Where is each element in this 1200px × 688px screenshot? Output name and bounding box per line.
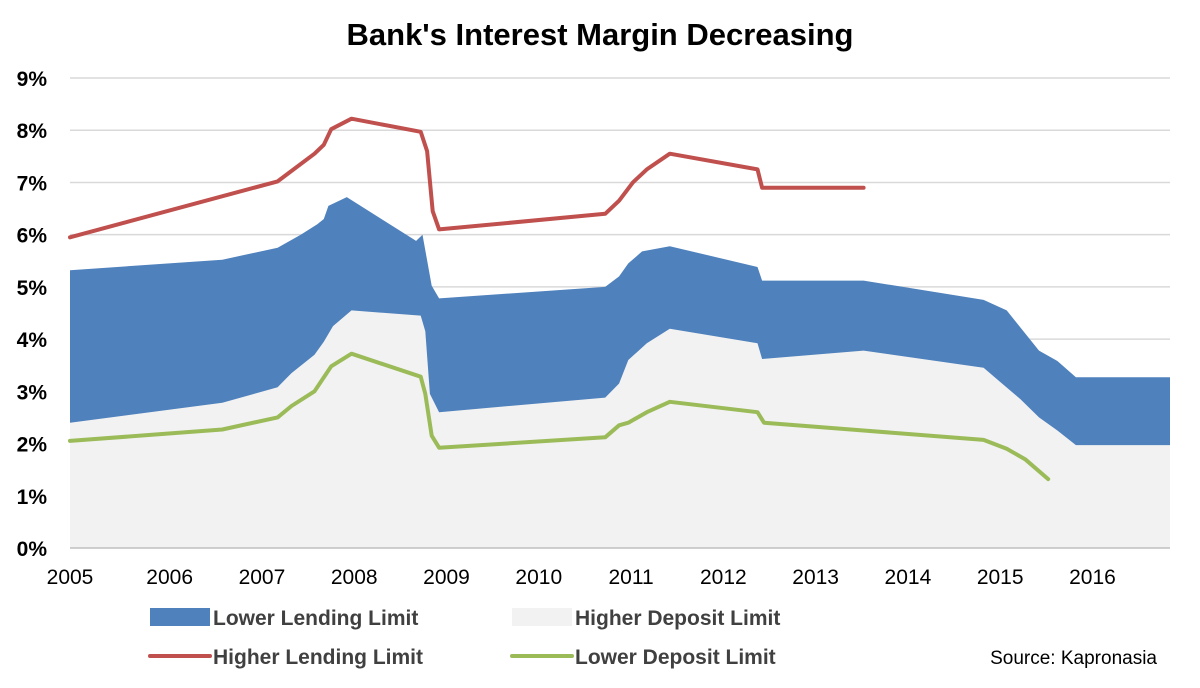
legend-item-higher-deposit-limit: Higher Deposit Limit xyxy=(512,607,780,630)
y-tick-label: 2% xyxy=(17,434,48,457)
legend: Lower Lending Limit Higher Deposit Limit H… xyxy=(148,607,780,669)
legend-swatch-lower-lending-limit xyxy=(150,608,210,626)
series-area-higher-deposit-limit xyxy=(70,310,1170,548)
legend-swatch-higher-deposit-limit xyxy=(512,608,572,626)
legend-label: Higher Lending Limit xyxy=(213,646,423,669)
x-tick-label: 2010 xyxy=(515,566,562,589)
y-tick-label: 0% xyxy=(17,538,48,561)
legend-label: Higher Deposit Limit xyxy=(575,607,780,630)
y-tick-label: 4% xyxy=(17,329,48,352)
source-note: Source: Kapronasia xyxy=(990,648,1157,669)
y-tick-label: 3% xyxy=(17,381,48,404)
x-axis-tick-labels: 2005 2006 2007 2008 2009 2010 2011 2012 2013 2014… xyxy=(47,566,1116,589)
legend-label: Lower Deposit Limit xyxy=(575,646,776,669)
line-series xyxy=(68,116,1051,482)
y-tick-label: 9% xyxy=(17,68,48,91)
x-tick-label: 2012 xyxy=(700,566,747,589)
y-tick-label: 8% xyxy=(17,120,48,143)
y-tick-label: 6% xyxy=(17,225,48,248)
series-line-higher-lending-limit xyxy=(68,116,866,240)
x-tick-label: 2014 xyxy=(885,566,932,589)
legend-label: Lower Lending Limit xyxy=(213,607,418,630)
y-tick-label: 5% xyxy=(17,277,48,300)
x-tick-label: 2015 xyxy=(977,566,1024,589)
chart-title: Bank's Interest Margin Decreasing xyxy=(347,17,854,52)
legend-item-lower-deposit-limit: Lower Deposit Limit xyxy=(510,646,776,669)
legend-item-lower-lending-limit: Lower Lending Limit xyxy=(150,607,418,630)
x-tick-label: 2008 xyxy=(331,566,378,589)
x-tick-label: 2016 xyxy=(1069,566,1116,589)
x-tick-label: 2005 xyxy=(47,566,94,589)
x-tick-label: 2006 xyxy=(146,566,193,589)
y-axis-tick-labels: 0% 1% 2% 3% 4% 5% 6% 7% 8% 9% xyxy=(17,68,48,561)
x-tick-label: 2011 xyxy=(608,566,653,589)
legend-item-higher-lending-limit: Higher Lending Limit xyxy=(148,646,423,669)
y-tick-label: 1% xyxy=(17,486,48,509)
x-tick-label: 2009 xyxy=(423,566,470,589)
x-tick-label: 2013 xyxy=(792,566,839,589)
x-tick-label: 2007 xyxy=(239,566,286,589)
area-series xyxy=(70,197,1170,548)
y-tick-label: 7% xyxy=(17,172,48,195)
series-line-lower-deposit-limit xyxy=(68,351,1051,482)
